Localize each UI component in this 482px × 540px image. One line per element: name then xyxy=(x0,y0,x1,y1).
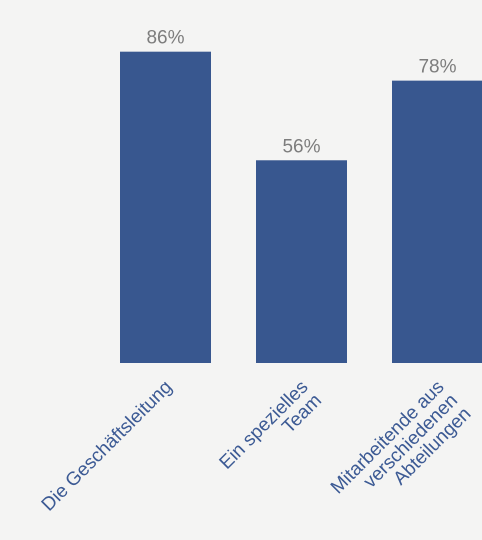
bar-1 xyxy=(120,51,211,364)
value-label-1: 86% xyxy=(146,28,184,49)
bar-3 xyxy=(392,80,482,363)
bar-2 xyxy=(256,160,347,363)
category-label-1: Die Geschäftsleitung xyxy=(38,377,177,516)
category-label-3: Mitarbeitende ausverschiedenenAbteilunge… xyxy=(327,377,476,499)
category-label-1-line-1: Die Geschäftsleitung xyxy=(38,377,177,516)
value-labels-group: 86% 56% 78% xyxy=(146,28,456,158)
value-label-3: 78% xyxy=(418,57,456,78)
bars-group xyxy=(120,51,482,364)
value-label-2: 56% xyxy=(282,136,320,157)
